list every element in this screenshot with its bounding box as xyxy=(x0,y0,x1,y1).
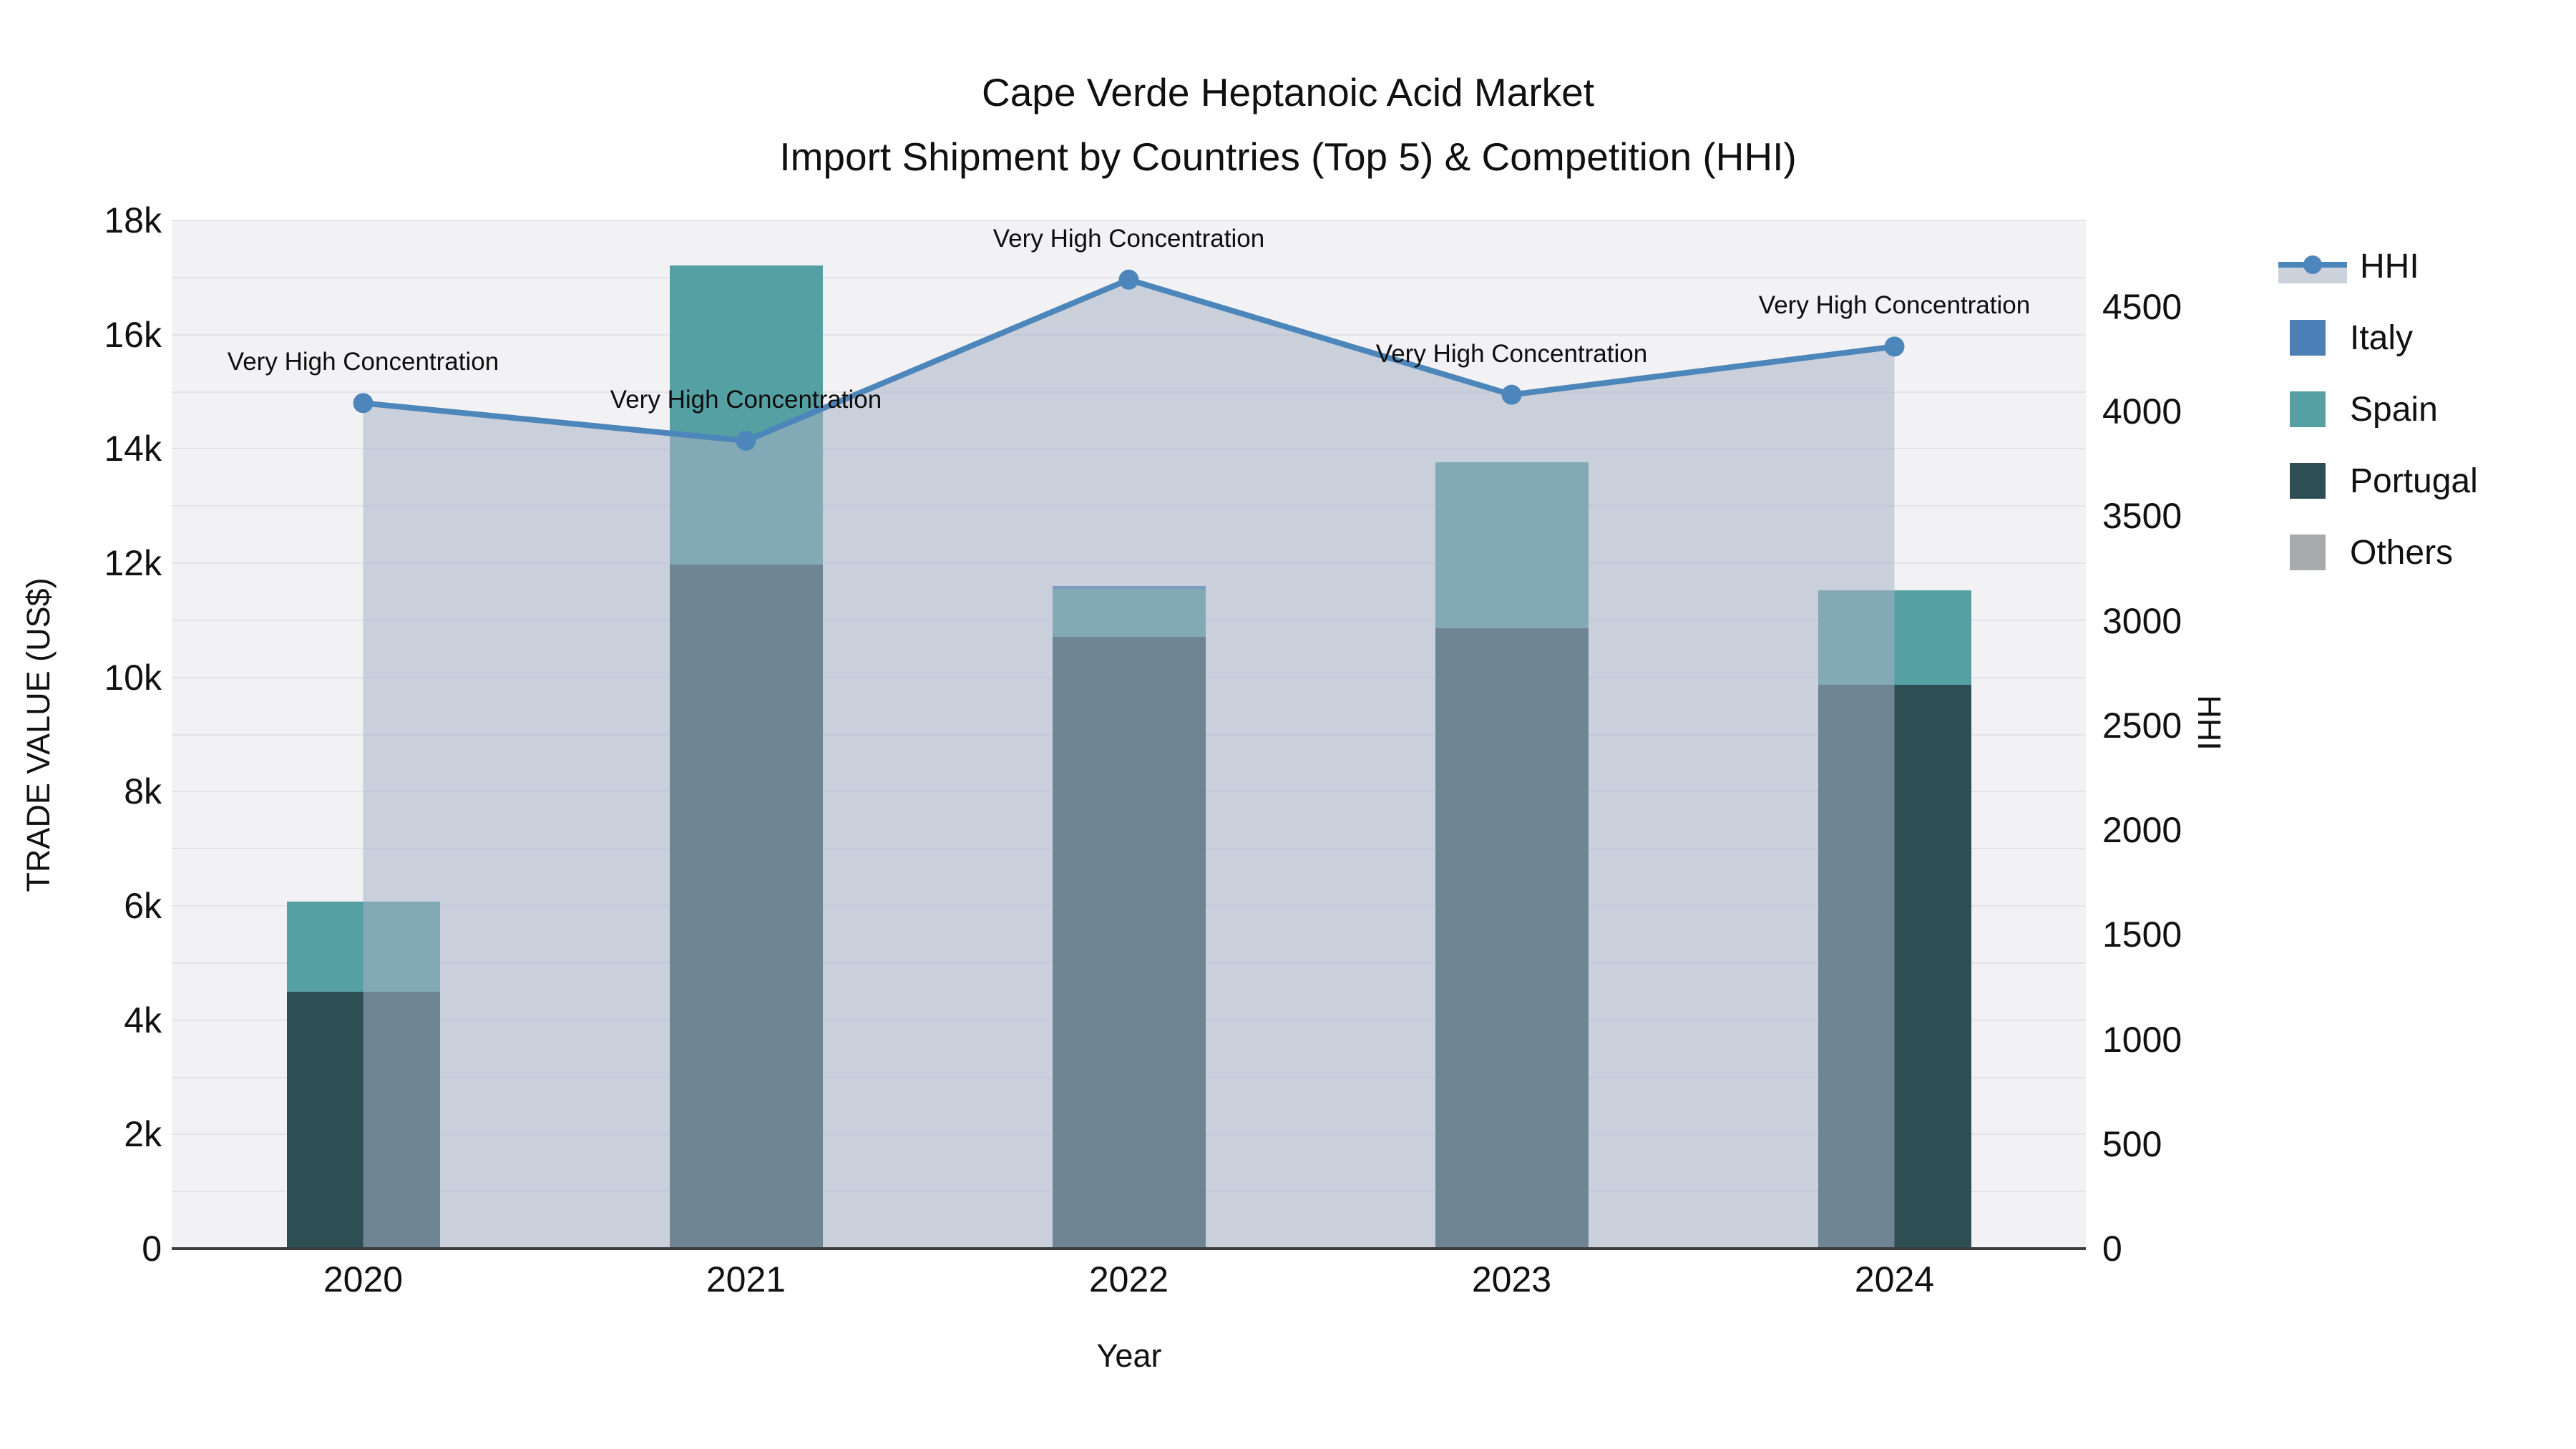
hhi-point-2023 xyxy=(1501,384,1522,405)
right-axis-title: HHI xyxy=(2191,695,2228,751)
left-tick-10k: 10k xyxy=(104,657,162,698)
x-tick-2022: 2022 xyxy=(1088,1259,1169,1299)
hhi-area-fill xyxy=(363,279,1895,1249)
right-tick-4500: 4500 xyxy=(2102,286,2182,327)
left-axis-title: TRADE VALUE (US$) xyxy=(20,577,57,892)
legend: HHI Italy Spain Portugal Others xyxy=(2278,230,2478,588)
left-tick-14k: 14k xyxy=(104,429,162,469)
legend-item-spain[interactable]: Spain xyxy=(2290,374,2478,445)
right-tick-0: 0 xyxy=(2102,1229,2122,1269)
left-tick-16k: 16k xyxy=(104,314,162,355)
left-tick-6k: 6k xyxy=(124,886,162,926)
plot-area: Very High Concentration Very High Concent… xyxy=(172,220,2086,1250)
right-tick-2000: 2000 xyxy=(2102,810,2182,851)
spain-swatch-icon xyxy=(2290,391,2326,427)
legend-item-italy[interactable]: Italy xyxy=(2290,302,2478,374)
hhi-line-layer xyxy=(353,269,1905,1249)
chart-title-line2: Import Shipment by Countries (Top 5) & C… xyxy=(779,135,1797,179)
x-tick-2021: 2021 xyxy=(706,1259,786,1299)
right-tick-2500: 2500 xyxy=(2102,705,2182,746)
right-tick-1500: 1500 xyxy=(2102,914,2182,955)
left-tick-18k: 18k xyxy=(104,200,162,240)
annotation-2023: Very High Concentration xyxy=(1375,339,1648,368)
x-axis-title: Year xyxy=(1096,1337,1162,1374)
annotation-2024: Very High Concentration xyxy=(1758,291,2031,320)
x-tick-2023: 2023 xyxy=(1471,1259,1552,1299)
legend-item-hhi[interactable]: HHI xyxy=(2278,230,2478,302)
right-tick-1000: 1000 xyxy=(2102,1019,2182,1060)
right-tick-500: 500 xyxy=(2102,1123,2162,1164)
right-tick-4000: 4000 xyxy=(2102,391,2182,432)
left-tick-0: 0 xyxy=(142,1229,162,1269)
hhi-point-2021 xyxy=(736,430,756,451)
x-axis-line xyxy=(172,1247,2086,1250)
hhi-point-2024 xyxy=(1884,336,1905,357)
left-tick-12k: 12k xyxy=(104,543,162,583)
legend-label-others: Others xyxy=(2350,533,2454,572)
portugal-swatch-icon xyxy=(2290,463,2326,499)
legend-item-portugal[interactable]: Portugal xyxy=(2290,445,2478,517)
chart-title-line1: Cape Verde Heptanoic Acid Market xyxy=(981,70,1595,114)
legend-label-portugal: Portugal xyxy=(2350,462,2478,500)
right-tick-3500: 3500 xyxy=(2102,496,2182,537)
legend-label-spain: Spain xyxy=(2350,390,2438,429)
hhi-line-legend-icon xyxy=(2278,246,2347,286)
hhi-point-2022 xyxy=(1118,269,1139,290)
legend-item-others[interactable]: Others xyxy=(2290,517,2478,588)
x-tick-2020: 2020 xyxy=(323,1259,404,1299)
annotation-2022: Very High Concentration xyxy=(992,224,1265,253)
gridline-18000 xyxy=(172,220,2086,221)
legend-label-italy: Italy xyxy=(2350,318,2414,357)
hhi-point-2020 xyxy=(353,393,374,414)
chart-title: Cape Verde Heptanoic Acid Market Import … xyxy=(0,60,2576,189)
others-swatch-icon xyxy=(2290,535,2326,570)
right-tick-3000: 3000 xyxy=(2102,600,2182,641)
left-tick-4k: 4k xyxy=(124,1000,162,1040)
x-tick-2024: 2024 xyxy=(1854,1259,1935,1299)
italy-swatch-icon xyxy=(2290,320,2326,356)
annotation-2020: Very High Concentration xyxy=(227,348,499,376)
annotation-2021: Very High Concentration xyxy=(610,385,882,414)
left-tick-2k: 2k xyxy=(124,1114,162,1155)
legend-label-hhi: HHI xyxy=(2360,247,2419,286)
left-tick-8k: 8k xyxy=(124,771,162,812)
